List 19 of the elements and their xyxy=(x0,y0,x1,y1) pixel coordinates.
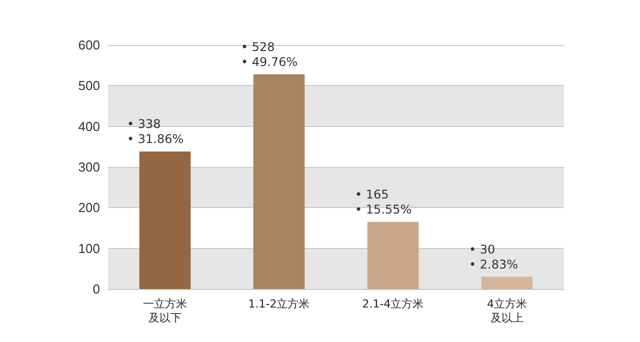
x-tick-label: 2.1-4立方米 xyxy=(362,298,424,310)
y-tick-label: 0 xyxy=(92,282,100,296)
y-tick-label: 300 xyxy=(78,160,100,174)
bar xyxy=(139,152,191,289)
y-tick-label: 200 xyxy=(78,200,100,216)
y-tick-label: 400 xyxy=(78,118,100,134)
bar xyxy=(253,74,305,289)
bar xyxy=(367,222,419,289)
data-label: • 30 • 2.83% xyxy=(469,242,518,272)
data-label: • 165 • 15.55% xyxy=(355,187,412,216)
y-tick-label: 500 xyxy=(78,78,100,94)
data-label: • 338 • 31.86% xyxy=(127,117,184,146)
data-label: • 528 • 49.76% xyxy=(241,40,298,69)
x-tick-label: 一立方米及以下 xyxy=(143,298,187,324)
y-tick-label: 600 xyxy=(78,38,100,52)
y-tick-label: 100 xyxy=(78,240,100,256)
x-tick-label: 4立方米及以上 xyxy=(487,298,527,324)
x-tick-label: 1.1-2立方米 xyxy=(248,298,310,310)
bar xyxy=(481,276,533,289)
